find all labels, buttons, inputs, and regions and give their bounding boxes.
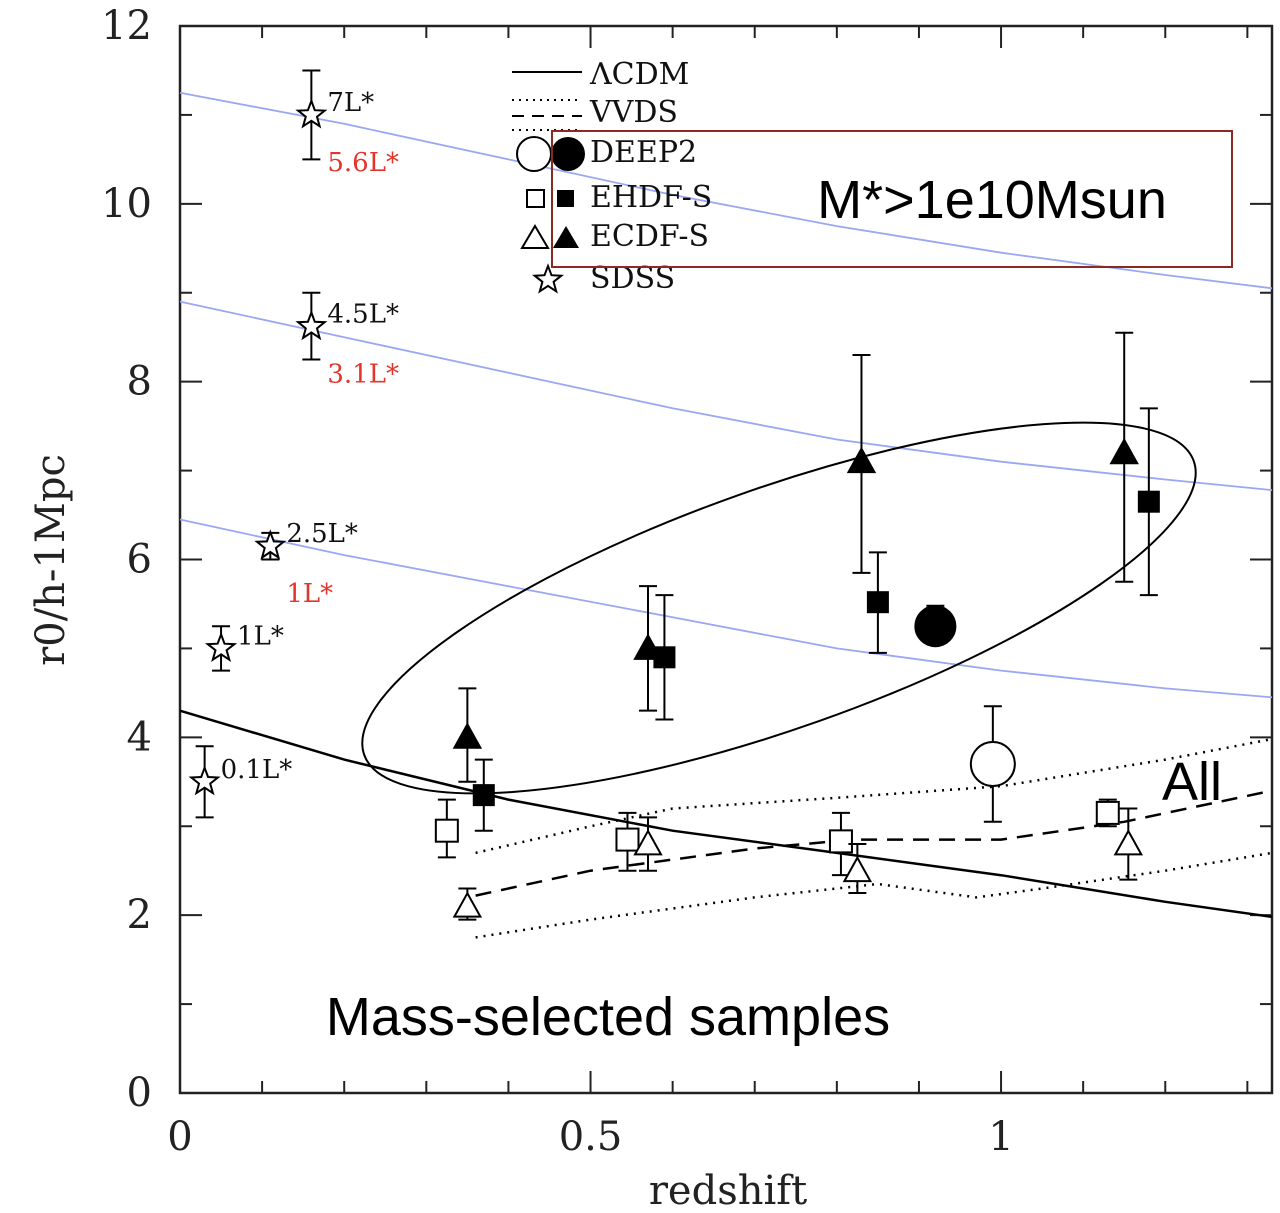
data-points [188,69,1160,921]
legend-label: ECDF-S [590,219,709,254]
y-tick-label: 6 [127,537,152,583]
ehdf-s-square-point [653,646,676,669]
curve-4 [179,91,1273,290]
stellar-mass-label: 5.6L* [327,148,399,178]
legend-filled-triangle [553,226,579,248]
x-axis-title: redshift [649,1168,807,1213]
sdss-labels: 7L* 5.6L* 4.5L* 3.1L* 2.5L* 1L*1L* 0.1L* [221,88,399,785]
sdss-star-point [188,764,221,796]
stellar-mass-label: 3.1L* [327,360,399,390]
ehdf-s-square-point [434,818,459,843]
sdss-star-point [295,309,328,341]
y-tick-label: 10 [101,181,152,227]
legend-label: EHDF-S [590,180,712,215]
ehdf-s-square-point [866,591,889,614]
sdss-star-point [204,631,238,663]
sdss-luminosity-label: 2.5L* [286,519,358,549]
legend-label: VVDS [589,95,678,130]
sdss-star-point [254,529,287,560]
legend-filled-circle [551,137,585,171]
deep2-circle-point [969,741,1016,788]
y-tick-label: 0 [127,1070,152,1116]
ecdf-s-triangle-point [842,855,873,883]
model-curves [179,91,1273,939]
ecdf-s-triangle-point [1109,437,1139,465]
y-tick-label: 8 [127,359,152,405]
ehdf-s-square-point [472,784,495,807]
sdss-luminosity-label: 1L* [237,621,284,651]
mass-cut-box [551,130,1233,268]
sdss-luminosity-label: 0.1L* [221,755,293,785]
ecdf-s-triangle-point [452,891,483,918]
ecdf-s-triangle-point [846,446,877,474]
ehdf-s-square-point [1095,800,1120,825]
y-tick-label: 12 [101,3,152,49]
legend-filled-square [557,190,574,207]
ecdf-s-triangle-point [633,828,663,856]
ehdf-s-square-point [828,829,853,854]
ecdf-s-triangle-point [1113,828,1144,856]
stellar-mass-label: 1L* [286,579,333,609]
x-tick-label: 0.5 [559,1114,623,1160]
curve-5 [179,300,1273,491]
deep2-circle-point [914,605,957,648]
y-axis-title-text: r0/h-1Mpc [28,454,74,666]
legend-label: ΛCDM [589,57,689,92]
x-tick-label: 0 [167,1114,192,1160]
sdss-luminosity-label: 7L* [327,88,374,118]
y-axis-title: r0/h-1Mpc [28,454,74,666]
x-tick-label: 1 [988,1114,1013,1160]
curve-6 [179,518,1273,699]
legend-label: DEEP2 [590,135,697,170]
high-mass-ellipse [361,421,1197,795]
legend-open-circle [516,136,552,172]
all-label: All [1162,752,1222,812]
ehdf-s-square-point [1137,490,1160,513]
legend-star [531,263,565,294]
sample-label: Mass-selected samples [326,987,890,1047]
y-tick-label: 2 [127,892,152,938]
ehdf-s-square-point [615,827,640,852]
legend-open-square [526,189,545,208]
annotations: M*>1e10Msun All Mass-selected samples [326,130,1233,1047]
curve-1 [475,789,1273,897]
mass-cut-label: M*>1e10Msun [817,170,1167,230]
sdss-luminosity-label: 4.5L* [327,300,399,330]
ecdf-s-triangle-point [452,722,483,749]
legend-open-triangle [520,224,550,249]
sdss-star-point [295,98,328,129]
curve-3 [475,851,1273,939]
curve-2 [475,737,1273,855]
y-tick-label: 4 [127,714,152,760]
